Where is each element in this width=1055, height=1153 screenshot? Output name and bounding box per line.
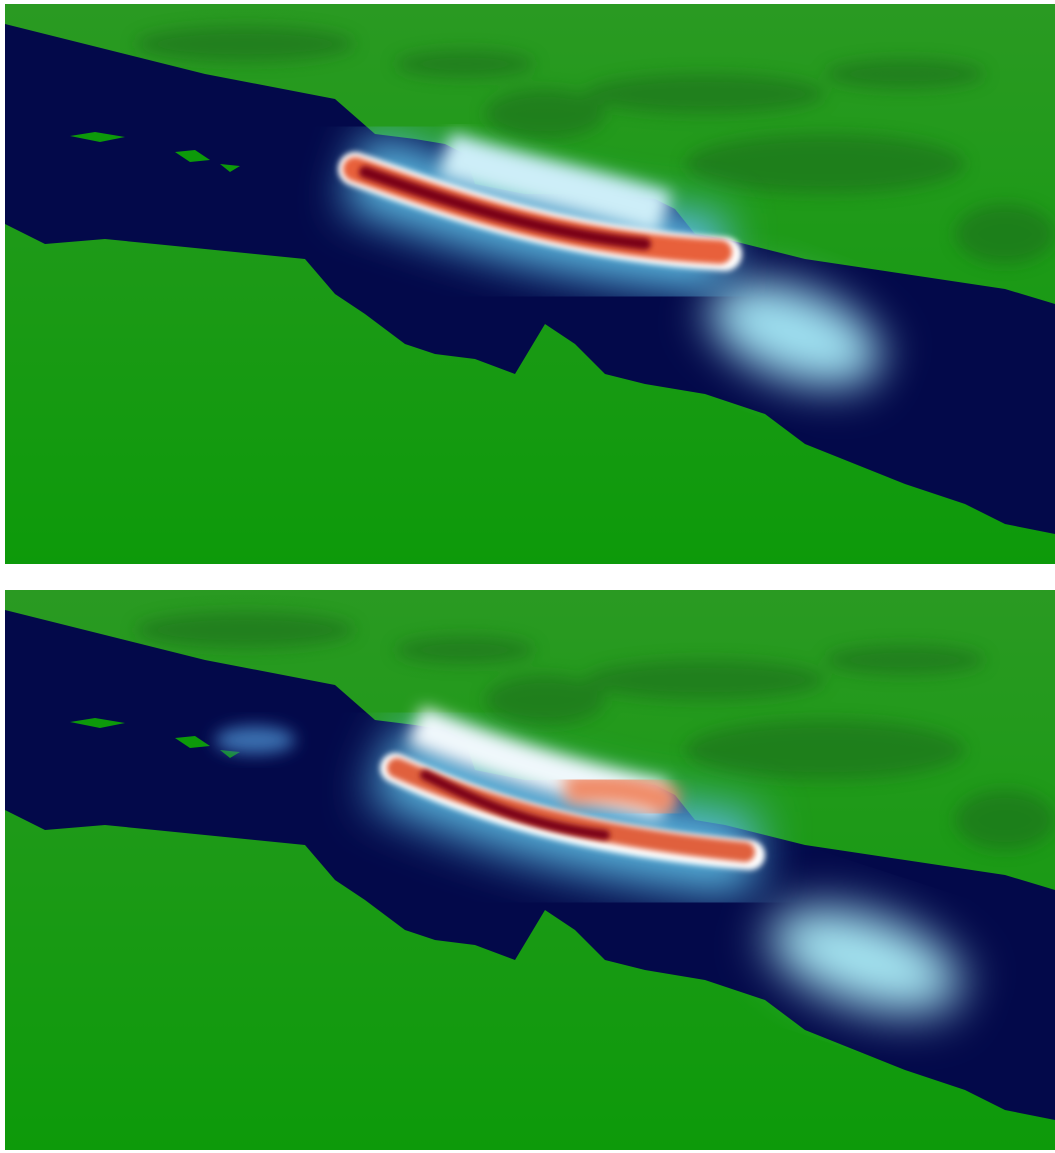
simulation-frame-bottom [5,590,1055,1150]
simulation-frame-top [5,4,1055,564]
page: (() => { const data = JSON.parse(documen… [0,0,1055,1153]
